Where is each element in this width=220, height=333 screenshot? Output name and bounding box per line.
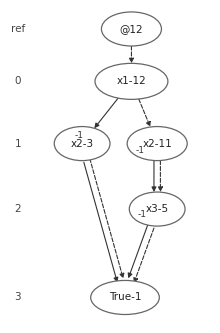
Text: x3-5: x3-5 <box>146 204 169 214</box>
Text: ref: ref <box>11 24 25 34</box>
Text: 1: 1 <box>15 139 21 149</box>
Text: @12: @12 <box>120 24 143 34</box>
Text: True-1: True-1 <box>109 292 141 302</box>
Ellipse shape <box>54 127 110 161</box>
Ellipse shape <box>91 280 159 314</box>
Text: x1-12: x1-12 <box>117 76 146 86</box>
Text: -1: -1 <box>138 210 147 219</box>
Text: -1: -1 <box>75 131 84 140</box>
Text: -1: -1 <box>136 146 145 155</box>
Text: 0: 0 <box>15 76 21 86</box>
Ellipse shape <box>127 127 187 161</box>
Text: x2-11: x2-11 <box>142 139 172 149</box>
Text: 2: 2 <box>15 204 21 214</box>
Ellipse shape <box>129 192 185 226</box>
Text: 3: 3 <box>15 292 21 302</box>
Ellipse shape <box>95 63 168 99</box>
Text: x2-3: x2-3 <box>71 139 94 149</box>
Ellipse shape <box>101 12 161 46</box>
